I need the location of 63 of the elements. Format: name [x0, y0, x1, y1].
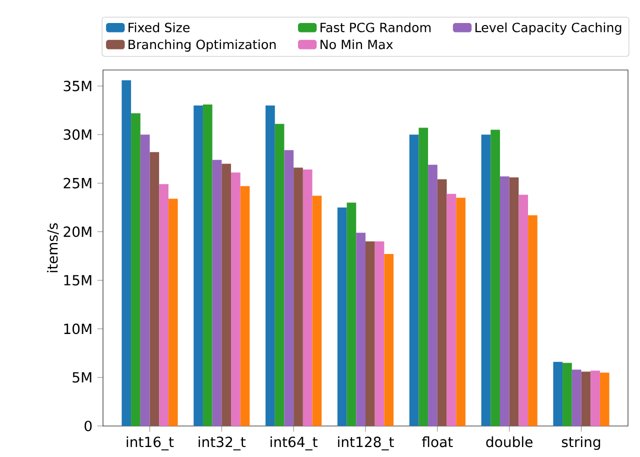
y-tick-label: 25M: [64, 178, 92, 188]
bar: [581, 372, 591, 426]
bar: [590, 370, 600, 426]
bar: [122, 80, 132, 426]
bar: [572, 370, 582, 426]
bar: [231, 172, 240, 426]
bar: [500, 176, 510, 426]
bar: [168, 198, 178, 426]
bar: [490, 130, 500, 426]
bar: [356, 232, 366, 426]
x-tick-label: string: [562, 436, 600, 450]
bar: [428, 164, 438, 426]
bar: [437, 179, 447, 426]
bar: [312, 196, 322, 426]
bar: [600, 372, 610, 426]
bar: [222, 164, 232, 426]
bar: [274, 124, 284, 426]
y-tick-label: 5M: [72, 372, 92, 383]
bar: [528, 215, 538, 426]
bar: [212, 160, 222, 426]
bar: [509, 177, 519, 426]
legend-label: Fast PCG Random: [320, 22, 431, 32]
bar: [409, 134, 419, 426]
bar: [131, 113, 140, 426]
y-tick-label: 20M: [64, 226, 92, 238]
x-tick-label: int128_t: [338, 436, 394, 450]
bar: [159, 184, 168, 426]
bar: [346, 202, 356, 426]
y-tick-label: 30M: [64, 129, 92, 140]
x-tick-label: int16_t: [126, 436, 174, 450]
bar: [266, 105, 275, 426]
bar: [366, 241, 375, 426]
bar: [194, 105, 203, 426]
x-tick-label: int32_t: [198, 436, 246, 450]
y-tick-label: 35M: [64, 80, 92, 92]
bar: [374, 241, 384, 426]
x-tick-label: int64_t: [270, 436, 318, 450]
x-tick-label: float: [422, 436, 453, 448]
bar: [140, 134, 150, 426]
bar: [481, 134, 491, 426]
y-tick-label: 10M: [64, 324, 92, 334]
bar: [553, 362, 563, 426]
x-tick-label: double: [486, 436, 532, 448]
bar: [562, 362, 572, 426]
y-tick-label: 0: [84, 420, 92, 432]
legend-label: Level Capacity Caching: [475, 22, 622, 35]
legend-label: Fixed Size: [128, 22, 190, 32]
legend-label: No Min Max: [320, 39, 393, 50]
y-axis-title: items/s: [46, 223, 59, 272]
bar: [418, 128, 428, 426]
bar: [518, 194, 528, 426]
bar: [337, 207, 347, 426]
y-tick-label: 15M: [64, 275, 92, 286]
legend-label: Branching Optimization: [128, 39, 276, 52]
bar: [456, 198, 466, 426]
bar: [302, 170, 312, 426]
bar: [384, 254, 394, 426]
bar: [294, 168, 303, 426]
bar: [240, 186, 250, 426]
bar: [150, 152, 160, 426]
bar: [202, 104, 212, 426]
bar: [446, 194, 456, 426]
bar: [284, 150, 294, 426]
